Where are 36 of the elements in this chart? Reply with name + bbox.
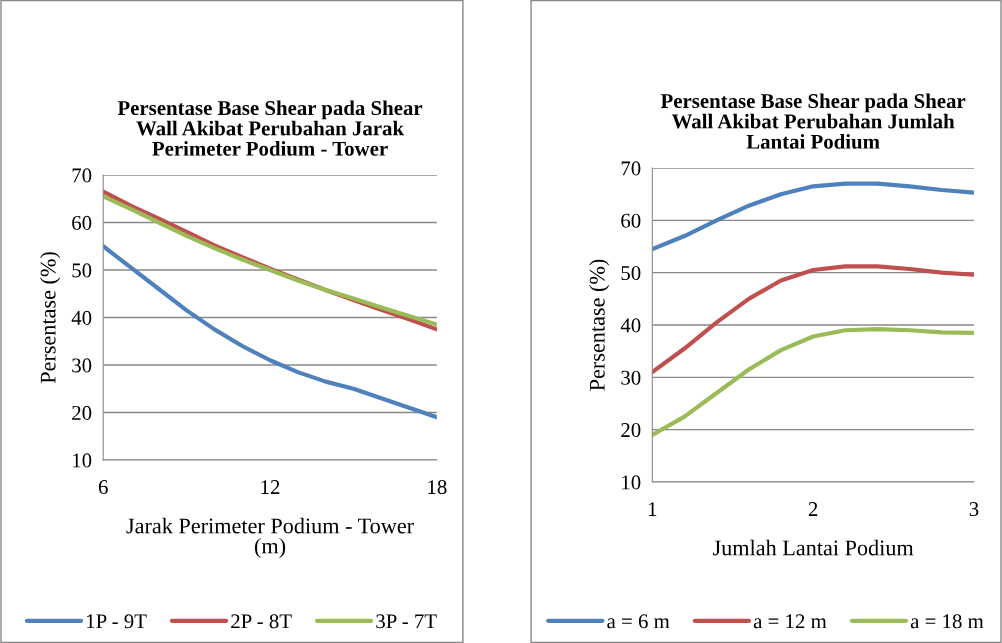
y-tick-label: 20 — [72, 405, 92, 420]
chart-title: Persentase Base Shear pada Shear Wall Akibat Perubahan Jumlah Lantai Podium — [660, 93, 966, 149]
y-tick-label: 40 — [71, 310, 92, 325]
x-tick-label: 1 — [648, 502, 657, 516]
legend-label: 2P - 8T — [231, 614, 292, 629]
y-tick-label: 30 — [72, 358, 92, 373]
x-tick-label: 12 — [261, 480, 280, 494]
y-tick-label: 60 — [621, 213, 641, 228]
line-series — [652, 327, 974, 437]
y-tick-label: 70 — [621, 161, 641, 176]
y-axis-title: Persentase (%) — [589, 259, 610, 391]
x-tick-label: 3 — [969, 502, 979, 517]
x-axis-title: Jarak Perimeter Podium - Tower (m) — [126, 517, 414, 559]
legend-label: a = 18 m — [910, 614, 984, 629]
chart-title: Persentase Base Shear pada Shear Wall Akibat Perubahan Jarak Perimeter Podium - Tower — [117, 100, 423, 156]
y-tick-label: 70 — [72, 168, 92, 183]
legend-label: 1P - 9T — [87, 614, 147, 629]
y-tick-label: 10 — [73, 453, 92, 468]
y-tick-label: 10 — [622, 475, 641, 490]
y-tick-label: 20 — [621, 423, 641, 438]
line-series — [652, 264, 974, 375]
x-axis-title: Jumlah Lantai Podium — [712, 539, 914, 556]
line-series — [652, 181, 974, 252]
x-tick-label: 6 — [98, 480, 108, 495]
legend-label: a = 12 m — [753, 614, 827, 629]
x-tick-label: 2 — [808, 502, 818, 516]
y-tick-label: 50 — [72, 263, 92, 278]
y-tick-label: 30 — [621, 370, 641, 385]
legend-label: 3P - 7T — [376, 614, 437, 629]
legend-label: a = 6 m — [607, 614, 670, 629]
y-tick-label: 50 — [621, 266, 641, 281]
line-series — [103, 244, 437, 420]
y-tick-label: 40 — [620, 318, 641, 333]
y-axis-title: Persentase (%) — [40, 252, 61, 384]
y-tick-label: 60 — [72, 215, 92, 230]
x-tick-label: 18 — [428, 480, 447, 495]
